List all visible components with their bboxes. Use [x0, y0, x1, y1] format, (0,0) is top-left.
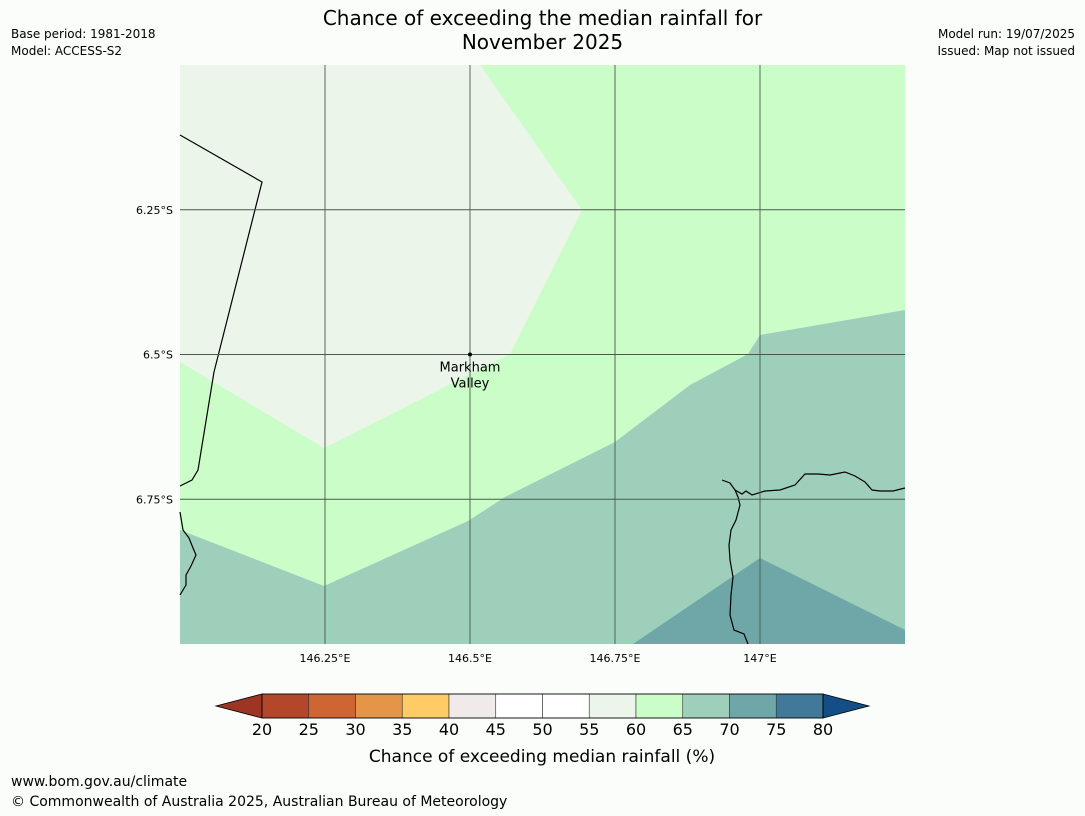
- colorbar-tick-label: 55: [579, 720, 599, 739]
- title-line-1: Chance of exceeding the median rainfall …: [322, 6, 763, 30]
- colorbar-swatch: [775, 693, 824, 719]
- coastline-east: [721, 471, 906, 496]
- colorbar-swatch: [682, 693, 730, 719]
- colorbar-tick-label: 40: [439, 720, 459, 739]
- coastline-west: [179, 511, 197, 596]
- colorbar-extend-high: [822, 693, 871, 719]
- colorbar-outline: [261, 693, 824, 719]
- colorbar-swatch: [308, 693, 356, 719]
- place-label-line-1: Markham: [440, 361, 501, 376]
- colorbar-swatch: [542, 693, 590, 719]
- colorbar-tick-label: 20: [252, 720, 272, 739]
- colorbar-label: Chance of exceeding median rainfall (%): [369, 747, 715, 767]
- footer-url[interactable]: www.bom.gov.au/climate: [11, 774, 188, 790]
- colorbar-tick-label: 30: [345, 720, 365, 739]
- base-period: Base period: 1981-2018: [11, 27, 156, 41]
- x-tick-label: 147°E: [743, 652, 776, 665]
- colorbar-swatch: [355, 693, 403, 719]
- colorbar-swatch: [635, 693, 684, 719]
- place-marker: [468, 352, 472, 357]
- issued-status: Issued: Map not issued: [937, 44, 1075, 58]
- y-tick-labels: 6.25°S 6.5°S 6.75°S: [136, 204, 173, 507]
- map-panel: Markham Valley 146.25°E 146.5°E 146.75°E 14…: [136, 65, 906, 665]
- colorbar-tick-label: 80: [813, 720, 833, 739]
- colorbar-tick-label: 50: [532, 720, 552, 739]
- x-tick-label: 146.5°E: [448, 652, 492, 665]
- y-tick-label: 6.5°S: [143, 349, 173, 362]
- colorbar-swatch: [401, 693, 450, 719]
- meta-left: Base period: 1981-2018 Model: ACCESS-S2: [11, 26, 156, 60]
- map-title: Chance of exceeding the median rainfall …: [0, 6, 1085, 54]
- colorbar-tick-label: 65: [673, 720, 693, 739]
- x-tick-labels: 146.25°E 146.5°E 146.75°E 147°E: [300, 652, 777, 665]
- zone-60-65: [180, 65, 905, 586]
- colorbar-swatch: [448, 693, 497, 719]
- meta-right: Model run: 19/07/2025 Issued: Map not is…: [937, 26, 1075, 60]
- y-tick-label: 6.25°S: [136, 204, 173, 217]
- colorbar-tick-label: 75: [766, 720, 786, 739]
- model-run: Model run: 19/07/2025: [937, 27, 1075, 41]
- colorbar-extend-low: [214, 693, 263, 719]
- gridlines: [180, 65, 905, 644]
- colorbar-tick-label: 35: [392, 720, 412, 739]
- title-line-2: November 2025: [461, 30, 624, 54]
- river-line: [728, 489, 749, 645]
- colorbar-tick-label: 25: [299, 720, 319, 739]
- colorbar-swatch: [495, 693, 543, 719]
- colorbar-swatch: [729, 693, 777, 719]
- place-label-line-2: Valley: [451, 377, 490, 392]
- border-line: [179, 134, 263, 487]
- colorbar-swatch: [588, 693, 637, 719]
- colorbar-tick-label: 70: [719, 720, 739, 739]
- y-tick-label: 6.75°S: [136, 493, 173, 506]
- colorbar-swatch: [261, 693, 310, 719]
- zone-70-75: [633, 558, 905, 644]
- colorbar: 20 25 30 35 40 45 50 55 60 65 70 75 80: [214, 693, 871, 739]
- footer-copyright: © Commonwealth of Australia 2025, Austra…: [11, 794, 508, 810]
- x-tick-label: 146.75°E: [590, 652, 641, 665]
- model-name: Model: ACCESS-S2: [11, 44, 123, 58]
- colorbar-tick-label: 60: [626, 720, 646, 739]
- colorbar-tick-label: 45: [486, 720, 506, 739]
- zone-65-70: [180, 310, 905, 644]
- x-tick-label: 146.25°E: [300, 652, 351, 665]
